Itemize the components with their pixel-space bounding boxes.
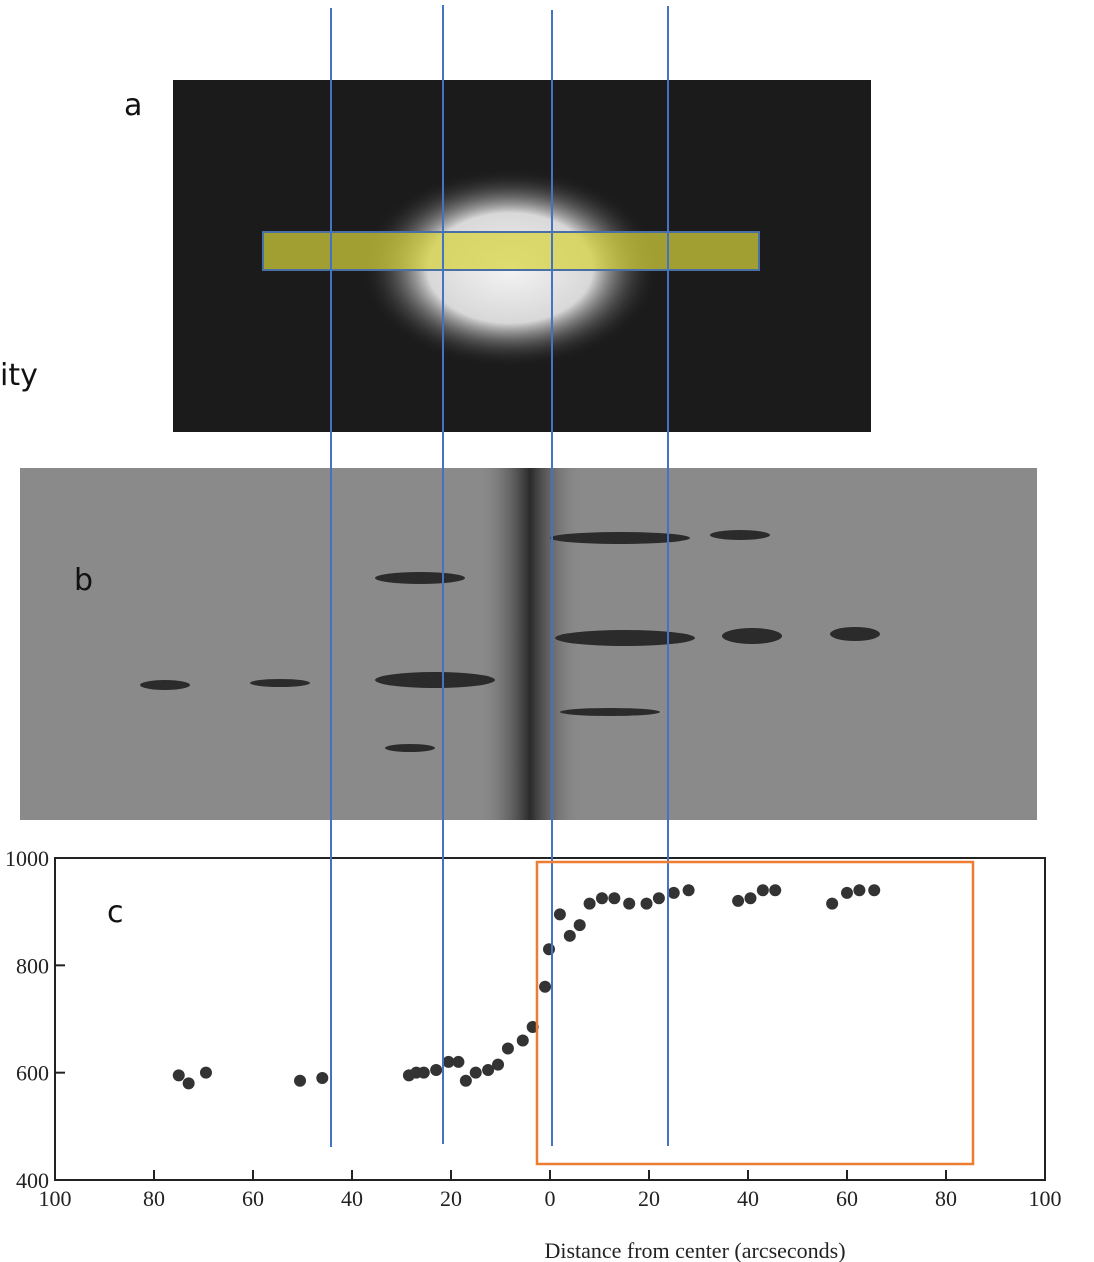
- x-axis-label: Distance from center (arcseconds): [544, 1238, 845, 1262]
- data-point: [563, 929, 576, 942]
- data-point: [841, 886, 853, 899]
- data-point: [682, 884, 695, 897]
- x-tick-label: 80: [935, 1186, 957, 1211]
- data-point: [826, 897, 839, 910]
- panel-label: b: [74, 563, 93, 598]
- data-point: [769, 884, 782, 897]
- x-tick-label: 0: [545, 1186, 556, 1211]
- data-point: [608, 892, 621, 905]
- x-tick-label: 20: [638, 1186, 660, 1211]
- data-point: [516, 1034, 529, 1047]
- x-tick-label: 40: [737, 1186, 759, 1211]
- data-point: [501, 1042, 514, 1055]
- x-tick-label: 80: [143, 1186, 165, 1211]
- data-point: [595, 892, 608, 905]
- data-point: [199, 1066, 212, 1079]
- data-point: [316, 1072, 329, 1085]
- data-point: [667, 886, 680, 899]
- highlight-box: [535, 860, 975, 1166]
- x-tick-label: 100: [39, 1186, 72, 1211]
- spectrum-continuum: [480, 468, 580, 820]
- data-point: [732, 894, 745, 907]
- data-point: [652, 892, 665, 905]
- y-tick-label: 1000: [5, 846, 49, 871]
- data-point: [640, 897, 653, 910]
- x-tick-label: 100: [1029, 1186, 1062, 1211]
- y-tick-label: 600: [16, 1061, 49, 1086]
- data-point: [294, 1074, 307, 1087]
- data-point: [469, 1066, 482, 1079]
- data-point: [573, 919, 586, 932]
- data-point: [623, 897, 636, 910]
- data-point: [417, 1066, 430, 1079]
- guide-lines: [330, 5, 669, 1147]
- x-tick-label: 40: [341, 1186, 363, 1211]
- data-point: [430, 1063, 443, 1076]
- panel-label: c: [107, 895, 124, 930]
- cropped-text: ity: [0, 358, 38, 393]
- y-tick-label: 800: [16, 953, 49, 978]
- data-point: [482, 1063, 495, 1076]
- data-point: [583, 897, 596, 910]
- data-point: [868, 884, 881, 897]
- data-point: [553, 908, 566, 921]
- data-point: [492, 1058, 505, 1071]
- data-point: [442, 1055, 455, 1068]
- data-point: [543, 943, 556, 956]
- data-point: [744, 892, 757, 905]
- plot-frame: [54, 857, 1046, 1181]
- data-point: [182, 1077, 195, 1090]
- data-point: [459, 1074, 472, 1087]
- data-point: [539, 980, 552, 993]
- y-tick-label: 400: [16, 1168, 49, 1193]
- data-point: [172, 1069, 185, 1082]
- data-point: [756, 884, 769, 897]
- x-tick-label: 60: [836, 1186, 858, 1211]
- data-point: [452, 1055, 465, 1068]
- x-tick-label: 60: [242, 1186, 264, 1211]
- data-point: [526, 1021, 539, 1034]
- data-point: [853, 884, 866, 897]
- slit-highlight: [262, 231, 760, 271]
- x-tick-label: 20: [440, 1186, 462, 1211]
- emission-lines: [140, 530, 880, 752]
- panel-label: a: [124, 88, 142, 123]
